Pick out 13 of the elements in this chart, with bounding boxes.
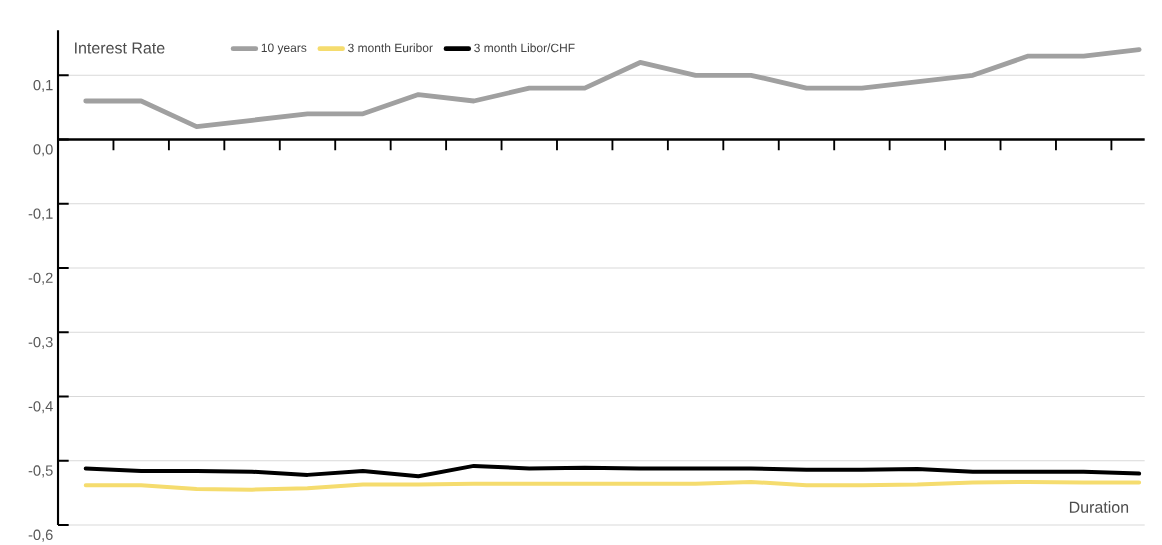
legend-label: 10 years — [261, 43, 307, 55]
legend-label: 3 month Libor/CHF — [474, 43, 575, 53]
y-tick-label: -0,1 — [28, 208, 53, 221]
x-axis-title: Duration — [1069, 501, 1129, 513]
y-tick-label: 0,1 — [33, 79, 53, 93]
y-tick-label: -0,6 — [28, 529, 53, 542]
y-axis-title: Interest Rate — [75, 42, 165, 54]
y-tick-label: -0,3 — [28, 336, 53, 349]
y-tick-label: -0,2 — [28, 272, 53, 285]
y-tick-label: -0,4 — [28, 401, 53, 414]
y-tick-label: -0,5 — [28, 465, 53, 478]
y-tick-label: 0,0 — [33, 144, 53, 157]
legend-label: 3 month Euribor — [348, 43, 433, 53]
